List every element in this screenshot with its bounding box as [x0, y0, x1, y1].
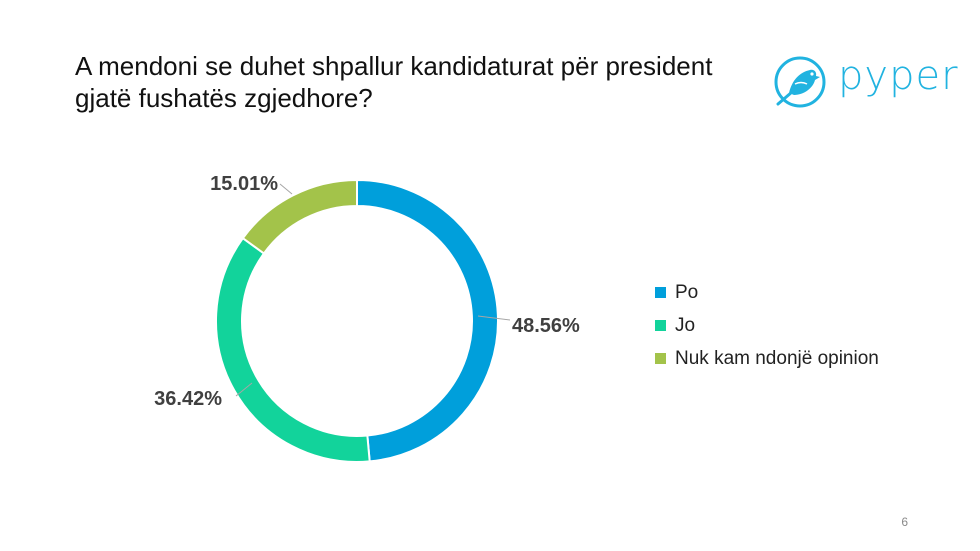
legend-swatch-po — [655, 287, 666, 298]
legend-label-no-opinion: Nuk kam ndonjë opinion — [675, 347, 879, 369]
leader-line-jo — [235, 382, 253, 397]
legend-item-jo: Jo — [655, 309, 879, 342]
legend-label-po: Po — [675, 281, 699, 303]
logo-wordmark: pyper — [838, 53, 959, 99]
legend-item-po: Po — [655, 276, 879, 309]
page-number: 6 — [901, 515, 908, 529]
leader-line-no-opinion — [279, 183, 293, 195]
chart-legend: Po Jo Nuk kam ndonjë opinion — [655, 276, 879, 375]
legend-label-jo: Jo — [675, 314, 696, 336]
pyper-logo: pyper — [770, 52, 958, 112]
data-label-no-opinion: 15.01% — [210, 173, 278, 195]
legend-item-no-opinion: Nuk kam ndonjë opinion — [655, 342, 879, 375]
data-label-jo: 36.42% — [154, 388, 222, 410]
leader-line-po — [477, 315, 511, 321]
data-label-po: 48.56% — [512, 315, 580, 337]
donut-slice-jo — [215, 236, 371, 463]
bird-icon — [774, 56, 826, 108]
legend-swatch-no-opinion — [655, 353, 666, 364]
donut-slice-no-opinion — [241, 178, 358, 255]
legend-swatch-jo — [655, 320, 666, 331]
slide-title: A mendoni se duhet shpallur kandidaturat… — [75, 51, 713, 113]
donut-slice-po — [356, 178, 499, 463]
